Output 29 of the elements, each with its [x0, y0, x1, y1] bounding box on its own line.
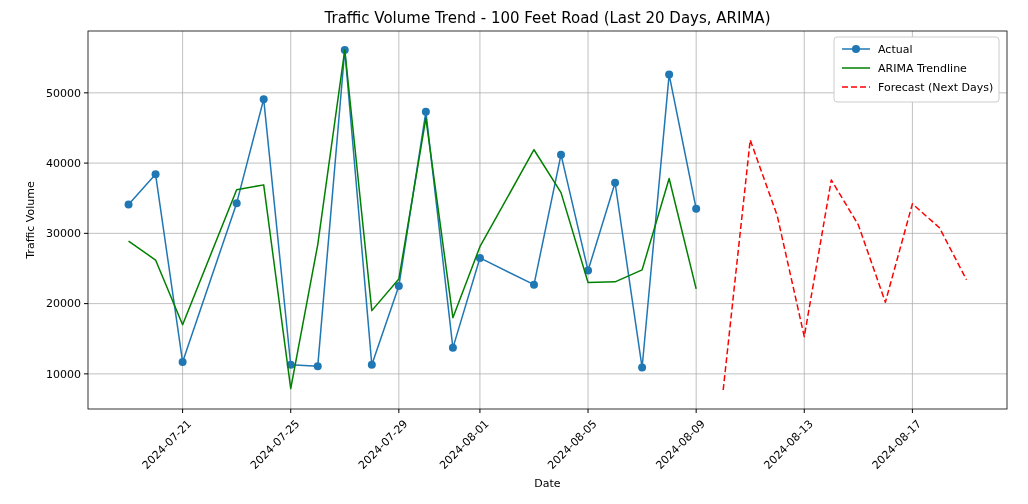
y-tick-label: 40000 — [46, 156, 81, 170]
point — [475, 253, 484, 262]
point — [611, 178, 620, 187]
y-tick-label: 30000 — [46, 227, 81, 241]
y-axis-title: Traffic Volume — [24, 181, 37, 260]
point — [421, 107, 430, 116]
point — [638, 363, 647, 372]
line-series — [722, 139, 968, 391]
point — [313, 362, 322, 371]
point — [151, 170, 160, 179]
point — [178, 357, 187, 366]
point — [394, 282, 403, 291]
x-axis-title: Date — [534, 477, 561, 490]
y-tick-label: 10000 — [46, 367, 81, 381]
point — [448, 343, 457, 352]
point — [665, 70, 674, 79]
y-tick-label: 50000 — [46, 86, 81, 100]
chart-title: Traffic Volume Trend - 100 Feet Road (Last 20 Days, ARIMA) — [323, 9, 771, 27]
point — [367, 360, 376, 369]
y-tick-label: 20000 — [46, 297, 81, 311]
legend-label: Forecast (Next Days) — [878, 80, 994, 94]
point — [529, 280, 538, 289]
point — [557, 150, 566, 159]
point — [259, 95, 268, 104]
legend-label: Actual — [878, 42, 913, 56]
legend-label: ARIMA Trendline — [878, 61, 968, 75]
point — [124, 200, 133, 209]
point — [232, 199, 241, 208]
point — [692, 204, 701, 213]
